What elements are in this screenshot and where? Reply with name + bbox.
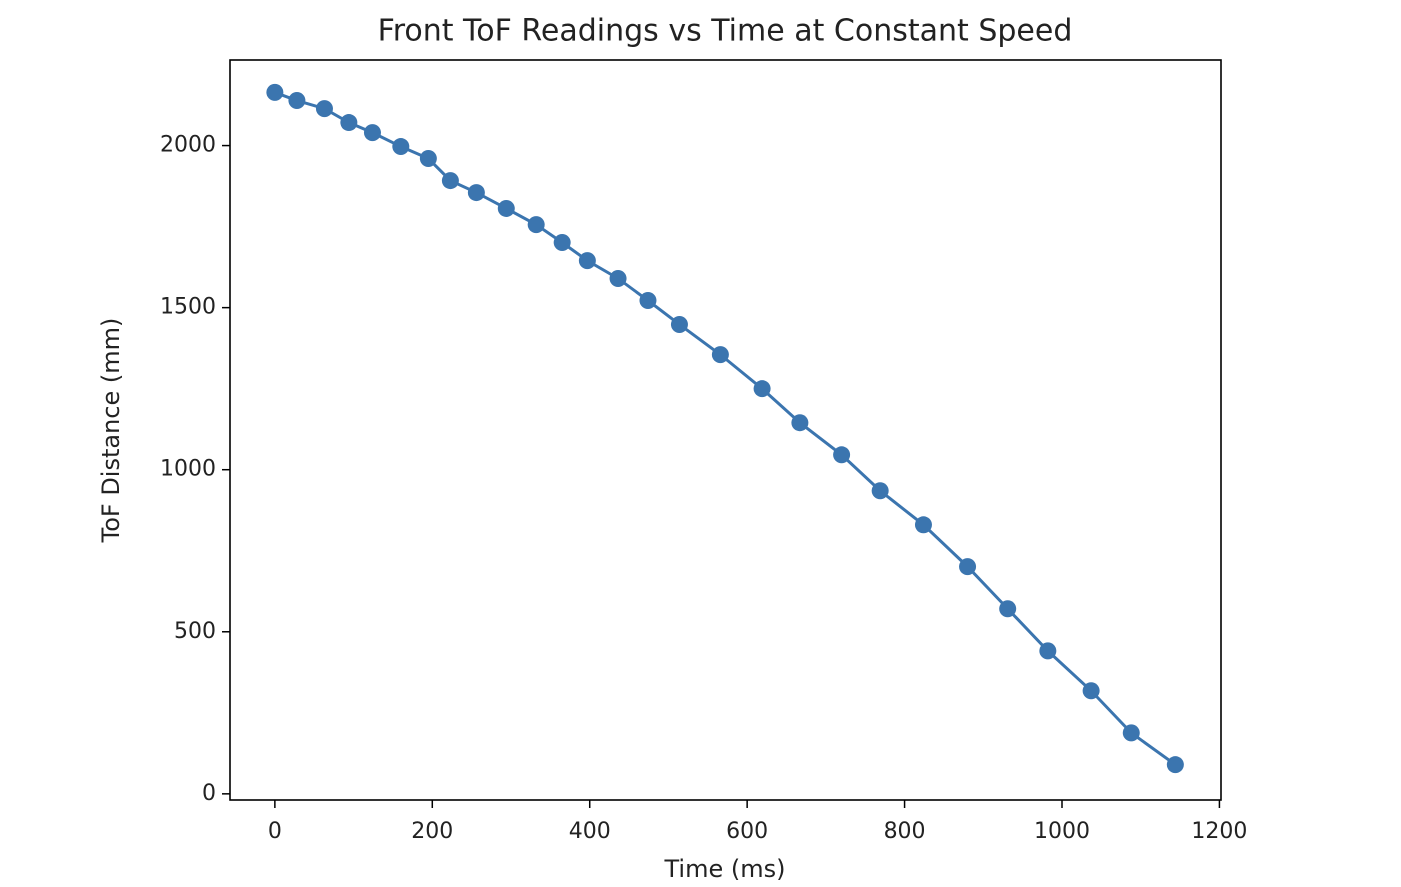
x-tick-label: 400	[569, 819, 611, 844]
data-point	[392, 138, 410, 156]
data-point	[711, 346, 729, 364]
x-axis-label: Time (ms)	[664, 855, 786, 883]
data-point	[1122, 724, 1140, 742]
x-tick-label: 1000	[1034, 819, 1090, 844]
data-point	[363, 124, 381, 142]
data-point	[497, 199, 515, 217]
y-tick-label: 1500	[160, 295, 216, 320]
data-point	[266, 83, 284, 101]
x-tick-label: 200	[411, 819, 453, 844]
chart-title: Front ToF Readings vs Time at Constant S…	[378, 14, 1073, 49]
data-point	[609, 269, 627, 287]
data-point	[527, 216, 545, 234]
data-point	[467, 184, 485, 202]
plot-frame	[229, 59, 1222, 801]
data-point	[1082, 682, 1100, 700]
data-point	[553, 233, 571, 251]
x-tick-label: 600	[726, 819, 768, 844]
data-point	[670, 315, 688, 333]
data-point	[833, 446, 851, 464]
x-tick-label: 1200	[1191, 819, 1247, 844]
data-point	[914, 516, 932, 534]
y-tick-label: 2000	[160, 133, 216, 158]
data-point	[288, 92, 306, 110]
data-point	[639, 292, 657, 310]
y-tick-label: 1000	[160, 457, 216, 482]
y-tick-label: 0	[202, 781, 216, 806]
data-point	[340, 114, 358, 132]
data-point	[578, 252, 596, 270]
data-point	[419, 150, 437, 168]
data-point	[441, 172, 459, 190]
x-tick-label: 800	[884, 819, 926, 844]
data-line	[274, 91, 1177, 766]
data-point	[1166, 756, 1184, 774]
data-point	[1039, 642, 1057, 660]
x-tick-label: 0	[268, 819, 282, 844]
data-point	[791, 414, 809, 432]
y-axis-label: ToF Distance (mm)	[97, 318, 125, 544]
data-point	[315, 100, 333, 118]
data-point	[871, 482, 889, 500]
data-point	[999, 600, 1017, 618]
data-point	[753, 380, 771, 398]
y-tick-label: 500	[174, 619, 216, 644]
data-point	[959, 558, 977, 576]
